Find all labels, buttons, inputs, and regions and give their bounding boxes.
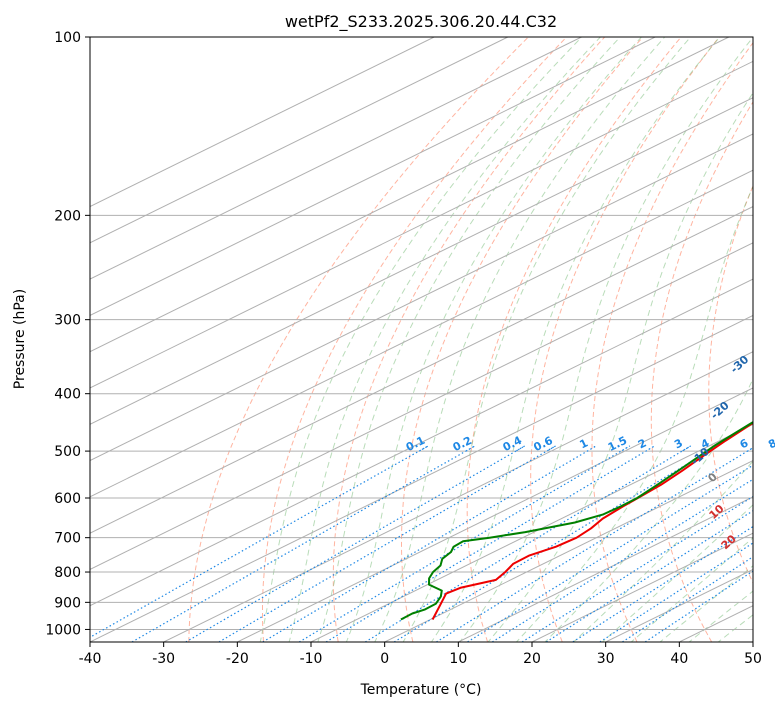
y-tick-label: 600 <box>54 491 81 507</box>
mixing-ratio-line <box>491 478 753 642</box>
moist-adiabat <box>572 460 753 642</box>
y-tick-label: 200 <box>54 208 81 224</box>
isotherm-line <box>90 37 730 353</box>
mixing-ratio-line <box>262 445 597 642</box>
moist-adiabat <box>515 185 753 642</box>
mixing-ratio-label: 6 <box>738 436 751 451</box>
moist-adiabat <box>630 537 753 642</box>
mixing-ratio-line <box>90 445 429 639</box>
y-tick-label: 1000 <box>45 622 81 638</box>
isotherm-line <box>90 37 509 244</box>
y-tick-label: 900 <box>54 595 81 611</box>
plot-area <box>90 35 775 642</box>
isotherm-line <box>90 37 656 316</box>
moist-adiabat <box>259 37 583 642</box>
dry-adiabat <box>765 35 775 642</box>
moist-adiabat <box>288 37 602 642</box>
isotherm-line <box>90 242 753 570</box>
dry-adiabat <box>650 101 753 642</box>
isotherm-line <box>90 37 435 208</box>
y-tick-label: 500 <box>54 444 81 460</box>
mixing-ratio-line <box>131 445 476 642</box>
isotherm-line <box>90 314 753 642</box>
mixing-ratio-label: 1 <box>578 436 591 451</box>
mixing-ratio-label: 3 <box>672 436 685 451</box>
dry-adiabat <box>530 37 720 642</box>
isotherm-line <box>458 496 753 642</box>
mixing-ratio-line <box>599 542 753 642</box>
moist-adiabat-label: 10 <box>707 502 727 522</box>
x-tick-label: -30 <box>152 651 175 667</box>
isotherm-line <box>237 387 753 642</box>
mixing-ratio-line <box>185 445 526 642</box>
chart-title: wetPf2_S233.2025.306.20.44.C32 <box>285 12 557 32</box>
isotherm-label: -30 <box>728 353 752 376</box>
x-tick-label: 50 <box>744 651 762 667</box>
isotherm-line <box>90 97 753 425</box>
isotherm-line <box>90 37 582 280</box>
y-tick-label: 400 <box>54 387 81 403</box>
isotherm-line <box>90 60 753 389</box>
y-tick-label: 700 <box>54 531 81 547</box>
y-tick-label: 800 <box>54 565 81 581</box>
moist-adiabat <box>544 377 753 642</box>
mixing-ratio-line <box>644 570 753 642</box>
moist-adiabat <box>688 590 753 642</box>
moist-adiabat <box>459 37 753 642</box>
moist-adiabat <box>430 37 721 642</box>
moist-adiabat <box>601 504 753 642</box>
axes: -40 -30 -20 -10 0 10 20 30 40 50 100 200 300 400 500 60… <box>45 30 762 667</box>
dry-adiabat <box>466 37 682 642</box>
mixing-ratio-label: 8 <box>766 436 775 451</box>
x-tick-label: 30 <box>597 651 615 667</box>
isotherm-label: -20 <box>708 399 732 422</box>
plot-frame <box>89 36 754 643</box>
dry-adiabat <box>262 37 568 642</box>
isotherm-line <box>90 205 753 534</box>
x-tick-label: 0 <box>380 651 389 667</box>
y-tick-label: 300 <box>54 313 81 329</box>
moist-adiabat-label: 20 <box>719 532 739 552</box>
dry-adiabat <box>591 42 753 642</box>
x-tick-label: -40 <box>79 651 102 667</box>
x-tick-label: -10 <box>300 651 323 667</box>
y-tick-label: 100 <box>54 30 81 46</box>
x-tick-label: 20 <box>523 651 541 667</box>
mixing-ratio-line <box>545 510 753 642</box>
moist-adiabat <box>345 37 643 642</box>
mixing-ratio-line <box>218 445 557 642</box>
isotherm-line <box>752 641 753 642</box>
mixing-ratio-line <box>572 525 753 642</box>
x-tick-label: 40 <box>670 651 688 667</box>
y-axis-label: Pressure (hPa) <box>12 289 28 389</box>
isotherm-line <box>310 423 753 642</box>
mixing-ratio-label: 2 <box>636 436 649 451</box>
isotherm-line <box>531 532 753 642</box>
x-tick-label: -20 <box>226 651 249 667</box>
dry-adiabat <box>332 37 606 642</box>
x-axis-label: Temperature (°C) <box>360 682 482 698</box>
mixing-ratio-line <box>622 556 753 642</box>
isotherm-line <box>90 133 753 462</box>
dry-adiabat <box>708 184 753 585</box>
moist-adiabat <box>487 91 753 642</box>
isotherm-line <box>90 169 753 498</box>
isotherm-line <box>90 278 753 607</box>
moist-adiabat <box>374 37 666 642</box>
dewpoint-line <box>400 421 753 621</box>
dry-adiabat <box>401 37 644 642</box>
x-tick-label: 10 <box>449 651 467 667</box>
isotherm-line <box>163 351 753 642</box>
mixing-ratio-line <box>521 495 753 642</box>
dry-adiabat <box>188 37 530 642</box>
mixing-ratio-line <box>364 445 692 642</box>
mixing-ratio-line <box>393 445 718 642</box>
isotherm-line <box>384 459 753 642</box>
